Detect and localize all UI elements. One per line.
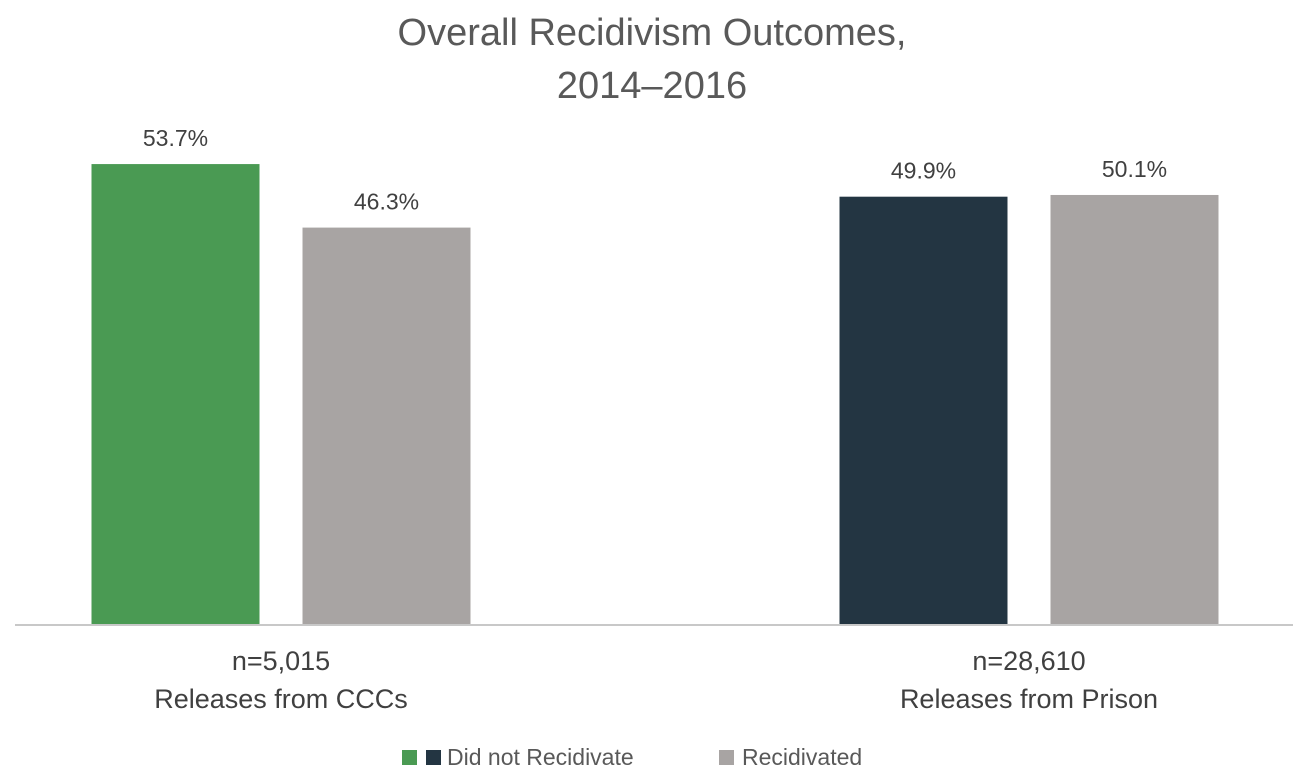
bar-did-not-recidivate-1 bbox=[91, 164, 260, 625]
category-label-2: Releases from Prison bbox=[900, 684, 1158, 714]
legend-swatch-prison-did-not-recidivate bbox=[426, 750, 441, 765]
category-labels-group: n=5,015 Releases from CCCs n=28,610 Release… bbox=[154, 646, 1158, 714]
category-n-label-1: n=5,015 bbox=[232, 646, 330, 676]
data-labels-group: 53.7% 46.3% 49.9% 50.1% bbox=[143, 125, 1167, 215]
legend-swatch-recidivated bbox=[719, 750, 734, 765]
chart-title-line-1: Overall Recidivism Outcomes, bbox=[398, 12, 907, 54]
bars-group bbox=[91, 164, 1219, 626]
legend-swatch-ccc-did-not-recidivate bbox=[402, 750, 417, 765]
legend-label-did-not-recidivate: Did not Recidivate bbox=[447, 744, 634, 770]
bar-recidivated-1 bbox=[302, 227, 471, 625]
data-label-recidivated-2: 50.1% bbox=[1102, 156, 1167, 182]
data-label-did-not-recidivate-1: 53.7% bbox=[143, 125, 208, 151]
category-n-label-2: n=28,610 bbox=[972, 646, 1085, 676]
bar-did-not-recidivate-2 bbox=[839, 196, 1008, 626]
data-label-did-not-recidivate-2: 49.9% bbox=[891, 158, 956, 184]
bar-recidivated-2 bbox=[1050, 194, 1219, 625]
legend-label-recidivated: Recidivated bbox=[742, 744, 862, 770]
data-label-recidivated-1: 46.3% bbox=[354, 189, 419, 215]
category-label-1: Releases from CCCs bbox=[154, 684, 408, 714]
chart-title-line-2: 2014–2016 bbox=[557, 65, 747, 107]
legend: Did not Recidivate Recidivated bbox=[402, 744, 862, 770]
